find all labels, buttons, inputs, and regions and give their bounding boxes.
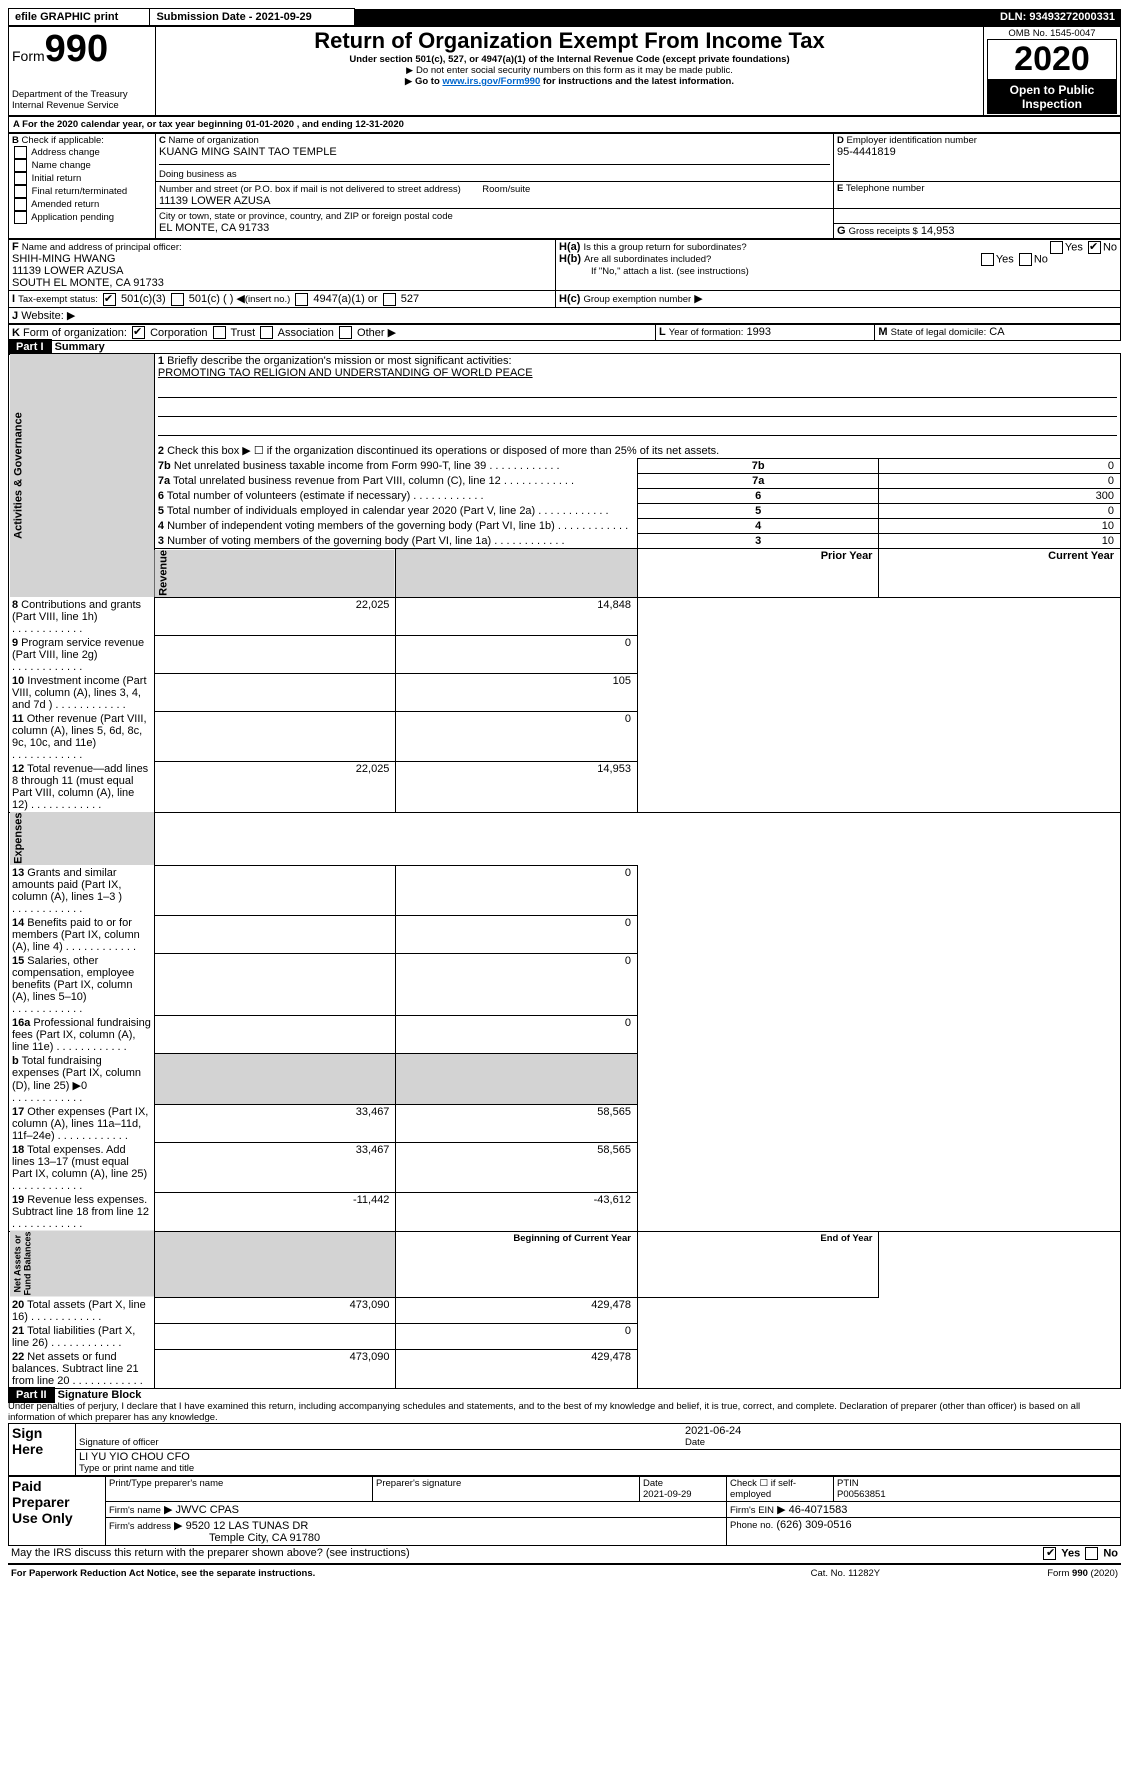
- paid-preparer: Paid Preparer Use Only Print/Type prepar…: [8, 1476, 1121, 1546]
- city: EL MONTE, CA 91733: [159, 222, 269, 234]
- org-name: KUANG MING SAINT TAO TEMPLE: [159, 146, 830, 158]
- line-A: A For the 2020 calendar year, or tax yea…: [8, 116, 1121, 133]
- part1-hdr: Part I Summary: [8, 341, 1121, 353]
- open-public: Open to Public Inspection: [987, 80, 1117, 114]
- top-bar: efile GRAPHIC print Submission Date - 20…: [8, 8, 1121, 26]
- klm-block: K Form of organization: Corporation Trus…: [8, 324, 1121, 342]
- form-title: Return of Organization Exempt From Incom…: [159, 28, 980, 54]
- firm-name: JWVC CPAS: [176, 1504, 239, 1516]
- bottom-line: For Paperwork Reduction Act Notice, see …: [8, 1567, 1121, 1580]
- officer-name: LI YU YIO CHOU CFO: [79, 1451, 190, 1463]
- part2-hdr: Part II Signature Block: [8, 1389, 1121, 1401]
- na-label: Net Assets orFund Balances: [9, 1231, 155, 1298]
- efile-btn[interactable]: efile GRAPHIC print: [9, 9, 150, 26]
- gross-receipts: 14,953: [921, 225, 955, 237]
- address: 11139 LOWER AZUSA: [159, 195, 270, 207]
- dept: Department of the Treasury Internal Reve…: [12, 89, 152, 111]
- header-block: Form990 Department of the Treasury Inter…: [8, 26, 1121, 116]
- omb: OMB No. 1545-0047: [987, 28, 1117, 39]
- exp-label: Expenses: [9, 812, 155, 866]
- rev-label: Revenue: [154, 549, 396, 598]
- sub1: Under section 501(c), 527, or 4947(a)(1)…: [159, 54, 980, 65]
- sub3: Go to www.irs.gov/Form990 for instructio…: [159, 76, 980, 87]
- sign-block: Sign Here Signature of officer 2021-06-2…: [8, 1423, 1121, 1476]
- declaration: Under penalties of perjury, I declare th…: [8, 1401, 1121, 1423]
- subdate: Submission Date - 2021-09-29: [150, 9, 355, 26]
- sub2: Do not enter social security numbers on …: [159, 65, 980, 76]
- tax-year: 2020: [987, 39, 1117, 80]
- fh-block: F Name and address of principal officer:…: [8, 239, 1121, 324]
- dln: DLN: 93493272000331: [967, 9, 1121, 26]
- info-block: B Check if applicable: Address change Na…: [8, 133, 1121, 239]
- ein: 95-4441819: [837, 146, 1117, 158]
- gov-label: Activities & Governance: [9, 354, 155, 598]
- mission: PROMOTING TAO RELIGION AND UNDERSTANDING…: [158, 367, 533, 379]
- summary-table: Activities & Governance 1 Briefly descri…: [8, 353, 1121, 1389]
- footer: May the IRS discuss this return with the…: [8, 1546, 1121, 1561]
